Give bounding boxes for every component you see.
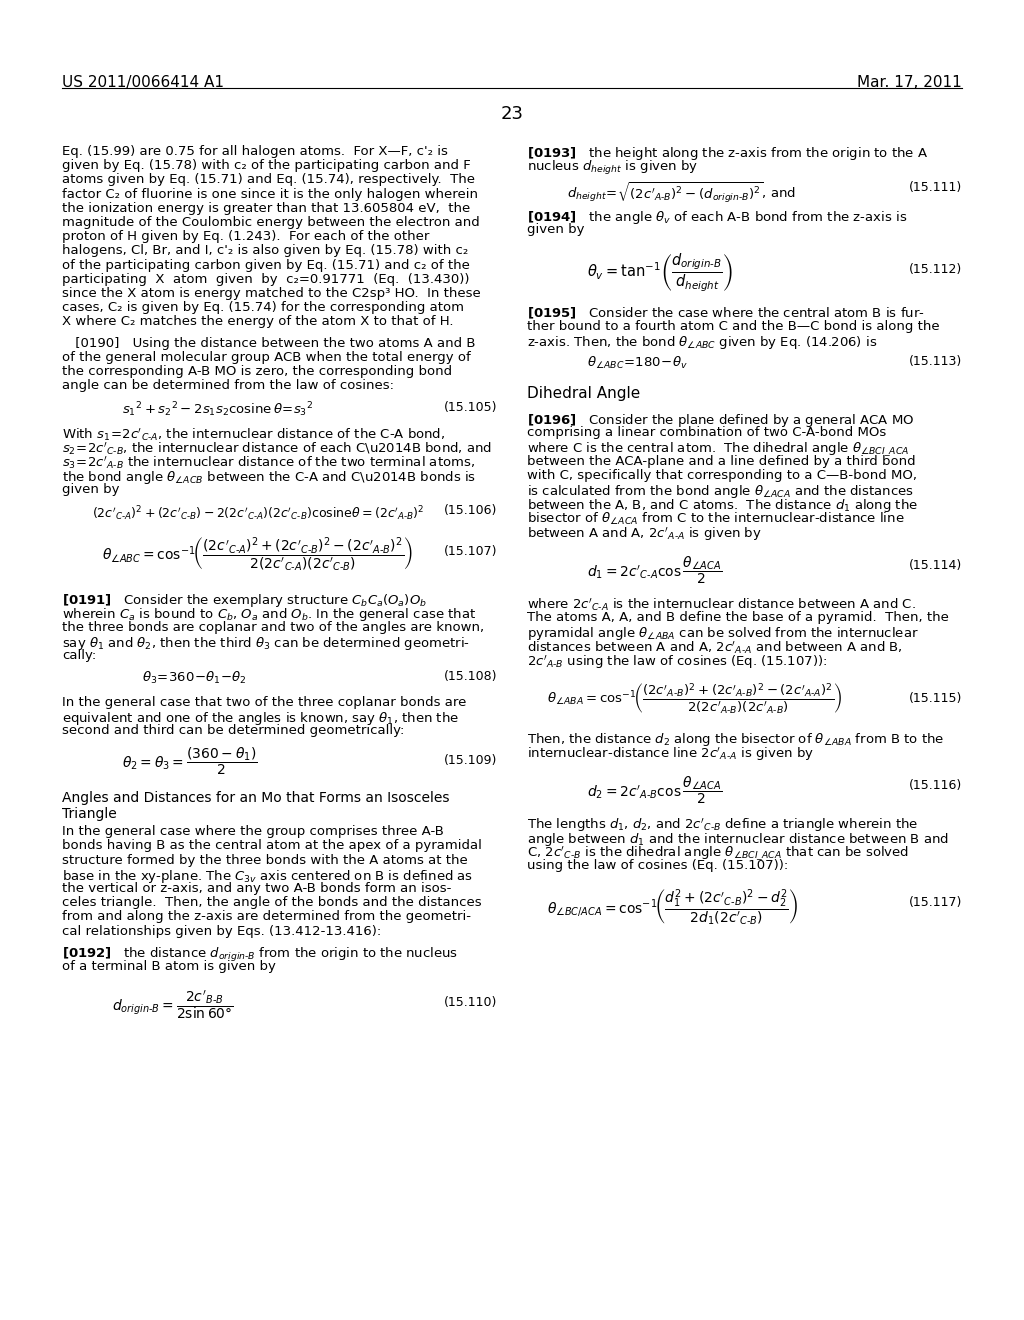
Text: of the general molecular group ACB when the total energy of: of the general molecular group ACB when … [62, 351, 471, 364]
Text: $\theta_{\angle ABA}=\cos^{-1}\!\!\left(\dfrac{(2c'_{A\text{-}B})^2+(2c'_{A\text: $\theta_{\angle ABA}=\cos^{-1}\!\!\left(… [547, 681, 843, 717]
Text: (15.116): (15.116) [908, 779, 962, 792]
Text: where $2c'_{C\text{-}A}$ is the internuclear distance between A and C.: where $2c'_{C\text{-}A}$ is the internuc… [527, 597, 915, 614]
Text: Mar. 17, 2011: Mar. 17, 2011 [857, 75, 962, 90]
Text: (15.107): (15.107) [443, 545, 497, 558]
Text: using the law of cosines (Eq. (15.107)):: using the law of cosines (Eq. (15.107)): [527, 859, 788, 873]
Text: $\mathbf{[0192]}$   the distance $d_{origin\text{-}B}$ from the origin to the nu: $\mathbf{[0192]}$ the distance $d_{origi… [62, 946, 458, 964]
Text: structure formed by the three bonds with the A atoms at the: structure formed by the three bonds with… [62, 854, 468, 867]
Text: $\theta_{\angle ABC}=\cos^{-1}\!\!\left(\dfrac{(2c'_{C\text{-}A})^2+(2c'_{C\text: $\theta_{\angle ABC}=\cos^{-1}\!\!\left(… [102, 536, 414, 574]
Text: comprising a linear combination of two C-A-bond MOs: comprising a linear combination of two C… [527, 426, 886, 440]
Text: (15.106): (15.106) [443, 504, 497, 517]
Text: the ionization energy is greater than that 13.605804 eV,  the: the ionization energy is greater than th… [62, 202, 470, 215]
Text: $\theta_{\angle BC/ACA}=\cos^{-1}\!\!\left(\dfrac{d_1^2+(2c'_{C\text{-}B})^2-d_2: $\theta_{\angle BC/ACA}=\cos^{-1}\!\!\le… [547, 887, 799, 928]
Text: C, $2c'_{C\text{-}B}$ is the dihedral angle $\theta_{\angle BCI\_ACA}$ that can : C, $2c'_{C\text{-}B}$ is the dihedral an… [527, 845, 909, 863]
Text: $\mathbf{[0194]}$   the angle $\theta_v$ of each A-B bond from the z-axis is: $\mathbf{[0194]}$ the angle $\theta_v$ o… [527, 209, 907, 226]
Text: $\mathbf{[0196]}$   Consider the plane defined by a general ACA MO: $\mathbf{[0196]}$ Consider the plane def… [527, 412, 914, 429]
Text: (15.112): (15.112) [908, 264, 962, 276]
Text: given by: given by [527, 223, 585, 236]
Text: between the ACA-plane and a line defined by a third bond: between the ACA-plane and a line defined… [527, 454, 915, 467]
Text: between A and A, $2c'_{A\text{-}A}$ is given by: between A and A, $2c'_{A\text{-}A}$ is g… [527, 525, 762, 543]
Text: cally:: cally: [62, 649, 96, 663]
Text: bonds having B as the central atom at the apex of a pyramidal: bonds having B as the central atom at th… [62, 840, 482, 853]
Text: nucleus $d_{height}$ is given by: nucleus $d_{height}$ is given by [527, 160, 698, 177]
Text: The lengths $d_1$, $d_2$, and $2c'_{C\text{-}B}$ define a triangle wherein the: The lengths $d_1$, $d_2$, and $2c'_{C\te… [527, 817, 919, 834]
Text: $d_{height}\!=\!\sqrt{(2c'_{A\text{-}B})^2-(d_{origin\text{-}B})^2}$, and: $d_{height}\!=\!\sqrt{(2c'_{A\text{-}B})… [567, 181, 796, 205]
Text: internuclear-distance line $2c'_{A\text{-}A}$ is given by: internuclear-distance line $2c'_{A\text{… [527, 746, 814, 763]
Text: cal relationships given by Eqs. (13.412-13.416):: cal relationships given by Eqs. (13.412-… [62, 924, 381, 937]
Text: Angles and Distances for an Mo that Forms an Isosceles: Angles and Distances for an Mo that Form… [62, 791, 450, 805]
Text: $d_{origin\text{-}B}=\dfrac{2c'_{B\text{-}B}}{2\sin 60°}$: $d_{origin\text{-}B}=\dfrac{2c'_{B\text{… [112, 989, 233, 1022]
Text: Dihedral Angle: Dihedral Angle [527, 387, 640, 401]
Text: the bond angle $\theta_{\angle ACB}$ between the C-A and C\u2014B bonds is: the bond angle $\theta_{\angle ACB}$ bet… [62, 469, 476, 486]
Text: angle can be determined from the law of cosines:: angle can be determined from the law of … [62, 379, 394, 392]
Text: $\mathbf{[0195]}$   Consider the case where the central atom B is fur-: $\mathbf{[0195]}$ Consider the case wher… [527, 305, 925, 321]
Text: the corresponding A-B MO is zero, the corresponding bond: the corresponding A-B MO is zero, the co… [62, 366, 453, 378]
Text: (15.117): (15.117) [908, 896, 962, 908]
Text: the vertical or z-axis, and any two A-B bonds form an isos-: the vertical or z-axis, and any two A-B … [62, 882, 452, 895]
Text: ther bound to a fourth atom C and the B—C bond is along the: ther bound to a fourth atom C and the B—… [527, 319, 940, 333]
Text: $d_2=2c'_{A\text{-}B}\cos\dfrac{\theta_{\angle ACA}}{2}$: $d_2=2c'_{A\text{-}B}\cos\dfrac{\theta_{… [587, 774, 722, 805]
Text: pyramidal angle $\theta_{\angle ABA}$ can be solved from the internuclear: pyramidal angle $\theta_{\angle ABA}$ ca… [527, 624, 919, 642]
Text: (15.115): (15.115) [908, 692, 962, 705]
Text: (15.114): (15.114) [908, 558, 962, 572]
Text: atoms given by Eq. (15.71) and Eq. (15.74), respectively.  The: atoms given by Eq. (15.71) and Eq. (15.7… [62, 173, 475, 186]
Text: distances between A and A, $2c'_{A\text{-}A}$ and between A and B,: distances between A and A, $2c'_{A\text{… [527, 639, 902, 656]
Text: second and third can be determined geometrically:: second and third can be determined geome… [62, 725, 404, 738]
Text: The atoms A, A, and B define the base of a pyramid.  Then, the: The atoms A, A, and B define the base of… [527, 611, 949, 624]
Text: bisector of $\theta_{\angle ACA}$ from C to the internuclear-distance line: bisector of $\theta_{\angle ACA}$ from C… [527, 511, 904, 528]
Text: is calculated from the bond angle $\theta_{\angle ACA}$ and the distances: is calculated from the bond angle $\thet… [527, 483, 913, 500]
Text: say $\theta_1$ and $\theta_2$, then the third $\theta_3$ can be determined geome: say $\theta_1$ and $\theta_2$, then the … [62, 635, 470, 652]
Text: z-axis. Then, the bond $\theta_{\angle ABC}$ given by Eq. (14.206) is: z-axis. Then, the bond $\theta_{\angle A… [527, 334, 878, 351]
Text: $\theta_v=\tan^{-1}\!\left(\dfrac{d_{origin\text{-}B}}{d_{height}}\right)$: $\theta_v=\tan^{-1}\!\left(\dfrac{d_{ori… [587, 252, 733, 293]
Text: where C is the central atom.  The dihedral angle $\theta_{\angle BCI\_ACA}$: where C is the central atom. The dihedra… [527, 441, 909, 458]
Text: $s_1{}^2+s_2{}^2-2s_1s_2\mathrm{cosine}\,\theta\!=\!s_3{}^2$: $s_1{}^2+s_2{}^2-2s_1s_2\mathrm{cosine}\… [122, 400, 313, 420]
Text: halogens, Cl, Br, and I, c'₂ is also given by Eq. (15.78) with c₂: halogens, Cl, Br, and I, c'₂ is also giv… [62, 244, 468, 257]
Text: wherein $C_a$ is bound to $C_b$, $O_a$ and $O_b$. In the general case that: wherein $C_a$ is bound to $C_b$, $O_a$ a… [62, 606, 476, 623]
Text: With $s_1\!=\!2c'_{C\text{-}A}$, the internuclear distance of the C-A bond,: With $s_1\!=\!2c'_{C\text{-}A}$, the int… [62, 426, 445, 442]
Text: Eq. (15.99) are 0.75 for all halogen atoms.  For X—F, c'₂ is: Eq. (15.99) are 0.75 for all halogen ato… [62, 145, 447, 158]
Text: base in the xy-plane. The $C_{3v}$ axis centered on B is defined as: base in the xy-plane. The $C_{3v}$ axis … [62, 867, 473, 884]
Text: (15.108): (15.108) [443, 671, 497, 684]
Text: In the general case that two of the three coplanar bonds are: In the general case that two of the thre… [62, 696, 466, 709]
Text: Then, the distance $d_2$ along the bisector of $\theta_{\angle ABA}$ from B to t: Then, the distance $d_2$ along the bisec… [527, 731, 944, 748]
Text: factor C₂ of fluorine is one since it is the only halogen wherein: factor C₂ of fluorine is one since it is… [62, 187, 478, 201]
Text: of the participating carbon given by Eq. (15.71) and c₂ of the: of the participating carbon given by Eq.… [62, 259, 470, 272]
Text: magnitude of the Coulombic energy between the electron and: magnitude of the Coulombic energy betwee… [62, 216, 480, 228]
Text: (15.109): (15.109) [443, 754, 497, 767]
Text: (15.110): (15.110) [443, 997, 497, 1010]
Text: $\theta_{\angle ABC}\!=\!180\!-\!\theta_v$: $\theta_{\angle ABC}\!=\!180\!-\!\theta_… [587, 355, 688, 371]
Text: of a terminal B atom is given by: of a terminal B atom is given by [62, 960, 275, 973]
Text: between the A, B, and C atoms.  The distance $d_1$ along the: between the A, B, and C atoms. The dista… [527, 498, 919, 515]
Text: US 2011/0066414 A1: US 2011/0066414 A1 [62, 75, 224, 90]
Text: (15.111): (15.111) [908, 181, 962, 194]
Text: $2c'_{A\text{-}B}$ using the law of cosines (Eq. (15.107)):: $2c'_{A\text{-}B}$ using the law of cosi… [527, 653, 827, 671]
Text: given by: given by [62, 483, 120, 496]
Text: $\theta_2=\theta_3=\dfrac{(360-\theta_1)}{2}$: $\theta_2=\theta_3=\dfrac{(360-\theta_1)… [122, 746, 258, 777]
Text: $\theta_3\!=\!360\!-\!\theta_1\!-\!\theta_2$: $\theta_3\!=\!360\!-\!\theta_1\!-\!\thet… [142, 671, 247, 686]
Text: (15.113): (15.113) [908, 355, 962, 368]
Text: $(2c'_{C\text{-}A})^2+(2c'_{C\text{-}B})-2(2c'_{C\text{-}A})(2c'_{C\text{-}B})\m: $(2c'_{C\text{-}A})^2+(2c'_{C\text{-}B})… [92, 504, 425, 523]
Text: X where C₂ matches the energy of the atom X to that of H.: X where C₂ matches the energy of the ato… [62, 315, 454, 329]
Text: participating  X  atom  given  by  c₂=0.91771  (Eq.  (13.430)): participating X atom given by c₂=0.91771… [62, 273, 469, 286]
Text: Triangle: Triangle [62, 807, 117, 821]
Text: from and along the z-axis are determined from the geometri-: from and along the z-axis are determined… [62, 911, 471, 924]
Text: (15.105): (15.105) [443, 400, 497, 413]
Text: since the X atom is energy matched to the C2sp³ HO.  In these: since the X atom is energy matched to th… [62, 286, 480, 300]
Text: the three bonds are coplanar and two of the angles are known,: the three bonds are coplanar and two of … [62, 620, 484, 634]
Text: celes triangle.  Then, the angle of the bonds and the distances: celes triangle. Then, the angle of the b… [62, 896, 481, 909]
Text: angle between $d_1$ and the internuclear distance between B and: angle between $d_1$ and the internuclear… [527, 830, 949, 847]
Text: $d_1=2c'_{C\text{-}A}\cos\dfrac{\theta_{\angle ACA}}{2}$: $d_1=2c'_{C\text{-}A}\cos\dfrac{\theta_{… [587, 554, 722, 586]
Text: cases, C₂ is given by Eq. (15.74) for the corresponding atom: cases, C₂ is given by Eq. (15.74) for th… [62, 301, 464, 314]
Text: $s_2\!=\!2c'_{C\text{-}B}$, the internuclear distance of each C\u2014B bond, and: $s_2\!=\!2c'_{C\text{-}B}$, the internuc… [62, 441, 493, 457]
Text: equivalent and one of the angles is known, say $\theta_1$, then the: equivalent and one of the angles is know… [62, 710, 459, 727]
Text: with C, specifically that corresponding to a C—B-bond MO,: with C, specifically that corresponding … [527, 469, 918, 482]
Text: $\mathbf{[0191]}$   Consider the exemplary structure $C_bC_a(O_a)O_b$: $\mathbf{[0191]}$ Consider the exemplary… [62, 593, 427, 610]
Text: 23: 23 [501, 106, 523, 123]
Text: $s_3\!=\!2c'_{A\text{-}B}$ the internuclear distance of the two terminal atoms,: $s_3\!=\!2c'_{A\text{-}B}$ the internucl… [62, 454, 475, 471]
Text: given by Eq. (15.78) with c₂ of the participating carbon and F: given by Eq. (15.78) with c₂ of the part… [62, 160, 471, 172]
Text: [0190]  Using the distance between the two atoms A and B: [0190] Using the distance between the tw… [62, 337, 475, 350]
Text: proton of H given by Eq. (1.243).  For each of the other: proton of H given by Eq. (1.243). For ea… [62, 230, 429, 243]
Text: In the general case where the group comprises three A-B: In the general case where the group comp… [62, 825, 443, 838]
Text: $\mathbf{[0193]}$   the height along the z-axis from the origin to the A: $\mathbf{[0193]}$ the height along the z… [527, 145, 928, 162]
